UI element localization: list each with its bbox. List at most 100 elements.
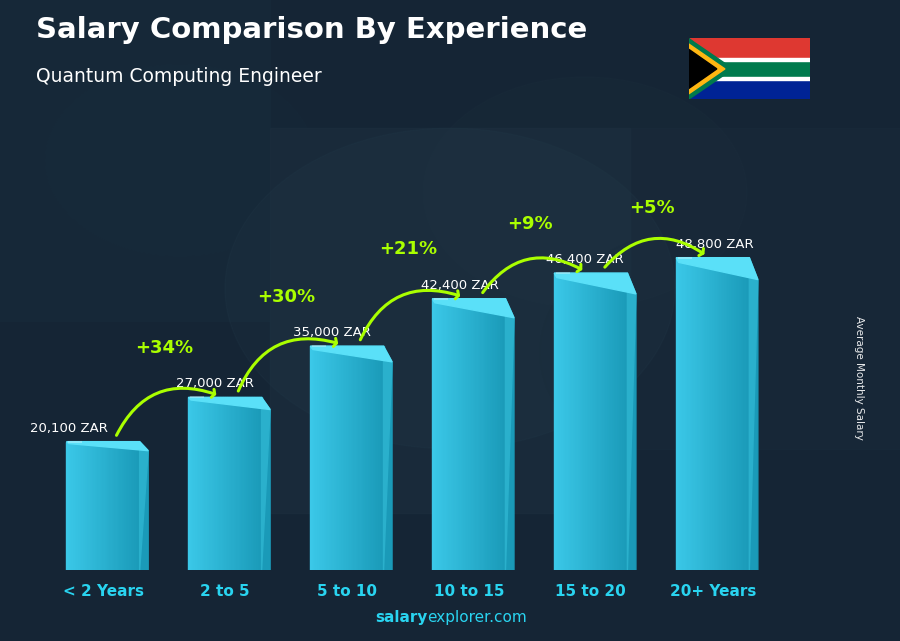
Bar (313, 346, 315, 570)
Bar (330, 346, 332, 570)
Bar (498, 299, 500, 570)
Bar (730, 258, 733, 570)
Bar (359, 346, 362, 570)
Bar (328, 346, 330, 570)
Bar (232, 397, 235, 570)
Bar (220, 397, 222, 570)
Bar (466, 299, 469, 570)
Bar (67, 442, 69, 570)
Bar (717, 258, 720, 570)
Bar (469, 299, 472, 570)
Bar (559, 273, 562, 570)
Bar (342, 346, 345, 570)
Bar (188, 397, 191, 570)
Bar (724, 258, 727, 570)
Bar (0, 0, 270, 320)
Bar (472, 299, 473, 570)
Bar (696, 258, 698, 570)
Bar (489, 299, 491, 570)
Bar (464, 299, 466, 570)
Bar (688, 59, 810, 79)
Bar (194, 397, 195, 570)
Bar (356, 346, 359, 570)
Bar (198, 397, 201, 570)
Polygon shape (506, 299, 514, 570)
Bar (108, 442, 111, 570)
Polygon shape (676, 258, 758, 279)
Bar (706, 258, 708, 570)
Text: Average Monthly Salary: Average Monthly Salary (854, 316, 865, 440)
Circle shape (225, 128, 675, 449)
Bar (603, 273, 606, 570)
Bar (686, 258, 688, 570)
Bar (590, 273, 593, 570)
Text: explorer.com: explorer.com (428, 610, 527, 625)
Bar (218, 397, 220, 570)
Bar (452, 299, 454, 570)
Bar (111, 442, 112, 570)
Polygon shape (262, 397, 270, 570)
Bar (76, 442, 78, 570)
Bar (137, 442, 139, 570)
Polygon shape (688, 49, 716, 88)
Bar (710, 258, 713, 570)
Bar (583, 273, 586, 570)
Polygon shape (140, 442, 148, 570)
Bar (691, 258, 693, 570)
Bar (479, 299, 482, 570)
Bar (476, 299, 479, 570)
Bar (369, 346, 372, 570)
Bar (235, 397, 238, 570)
Bar (456, 299, 459, 570)
Bar (122, 442, 125, 570)
Text: 20,100 ZAR: 20,100 ZAR (30, 422, 108, 435)
Polygon shape (310, 346, 392, 362)
Circle shape (540, 224, 900, 481)
Bar (228, 397, 230, 570)
Bar (688, 38, 810, 59)
Bar (338, 346, 339, 570)
Bar (540, 128, 900, 449)
Circle shape (45, 64, 315, 256)
Bar (606, 273, 608, 570)
Polygon shape (688, 38, 733, 99)
Bar (698, 258, 700, 570)
Bar (576, 273, 579, 570)
Bar (625, 273, 627, 570)
Bar (230, 397, 232, 570)
Bar (366, 346, 369, 570)
Bar (747, 258, 750, 570)
Bar (270, 128, 630, 513)
Bar (211, 397, 212, 570)
Bar (449, 299, 452, 570)
Text: 27,000 ZAR: 27,000 ZAR (176, 378, 254, 390)
Bar (688, 79, 810, 99)
Bar (128, 442, 130, 570)
Bar (310, 346, 313, 570)
Bar (381, 346, 383, 570)
Bar (442, 299, 445, 570)
Bar (496, 299, 498, 570)
Bar (318, 346, 320, 570)
Bar (364, 346, 366, 570)
Bar (557, 273, 559, 570)
Text: +30%: +30% (256, 288, 315, 306)
Bar (81, 442, 84, 570)
Bar (503, 299, 506, 570)
Bar (581, 273, 583, 570)
Bar (191, 397, 193, 570)
Bar (71, 442, 74, 570)
Polygon shape (432, 299, 514, 318)
Bar (125, 442, 128, 570)
Bar (115, 442, 118, 570)
Bar (332, 346, 335, 570)
Bar (613, 273, 616, 570)
Bar (339, 346, 342, 570)
Bar (88, 442, 91, 570)
Bar (201, 397, 203, 570)
Bar (713, 258, 716, 570)
Bar (500, 299, 503, 570)
Bar (95, 442, 98, 570)
Bar (315, 346, 318, 570)
Bar (586, 273, 589, 570)
